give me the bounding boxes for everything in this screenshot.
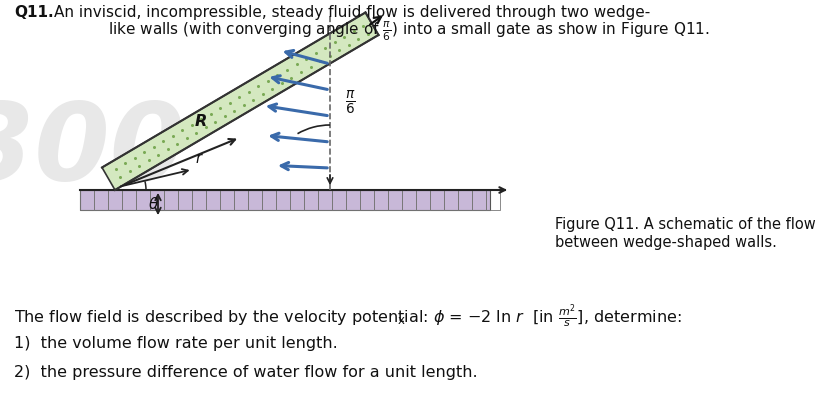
Text: $\theta$: $\theta$ xyxy=(149,196,160,212)
Bar xyxy=(444,190,457,210)
Text: like walls (with converging angle of $\frac{\pi}{6}$) into a small gate as show : like walls (with converging angle of $\f… xyxy=(108,20,710,44)
Text: r: r xyxy=(196,152,201,166)
Bar xyxy=(346,190,359,210)
Polygon shape xyxy=(102,13,379,190)
Text: between wedge-shaped walls.: between wedge-shaped walls. xyxy=(555,234,777,249)
Bar xyxy=(262,190,276,210)
Bar xyxy=(94,190,107,210)
Text: 2)  the pressure difference of water flow for a unit length.: 2) the pressure difference of water flow… xyxy=(14,365,478,380)
Bar xyxy=(192,190,205,210)
Text: The flow field is described by the velocity potential: $\phi$ = $-$2 ln $r$  [in: The flow field is described by the veloc… xyxy=(14,302,681,330)
Bar xyxy=(430,190,443,210)
Bar xyxy=(402,190,416,210)
Bar xyxy=(178,190,191,210)
Text: R: R xyxy=(195,113,207,129)
Bar xyxy=(318,190,331,210)
Bar xyxy=(108,190,122,210)
Bar xyxy=(150,190,164,210)
Text: $\frac{\pi}{6}$: $\frac{\pi}{6}$ xyxy=(345,89,356,117)
Bar xyxy=(388,190,402,210)
Text: An inviscid, incompressible, steady fluid flow is delivered through two wedge-: An inviscid, incompressible, steady flui… xyxy=(54,5,650,20)
Text: Q11.: Q11. xyxy=(14,5,54,20)
Text: 1)  the volume flow rate per unit length.: 1) the volume flow rate per unit length. xyxy=(14,336,338,351)
Bar xyxy=(374,190,388,210)
Bar xyxy=(80,190,490,210)
Bar xyxy=(486,190,500,210)
Bar xyxy=(458,190,471,210)
Bar xyxy=(248,190,262,210)
Bar xyxy=(206,190,219,210)
Text: x: x xyxy=(398,314,405,327)
Bar xyxy=(472,190,486,210)
Text: Figure Q11. A schematic of the flow: Figure Q11. A schematic of the flow xyxy=(555,218,816,233)
Bar xyxy=(332,190,345,210)
Bar xyxy=(290,190,303,210)
Bar xyxy=(304,190,317,210)
Bar xyxy=(80,190,93,210)
Bar xyxy=(276,190,290,210)
Bar xyxy=(164,190,178,210)
Text: 300: 300 xyxy=(0,97,185,203)
Bar xyxy=(136,190,150,210)
Bar xyxy=(234,190,248,210)
Bar xyxy=(360,190,374,210)
Bar xyxy=(416,190,429,210)
Bar xyxy=(220,190,233,210)
Bar xyxy=(122,190,136,210)
